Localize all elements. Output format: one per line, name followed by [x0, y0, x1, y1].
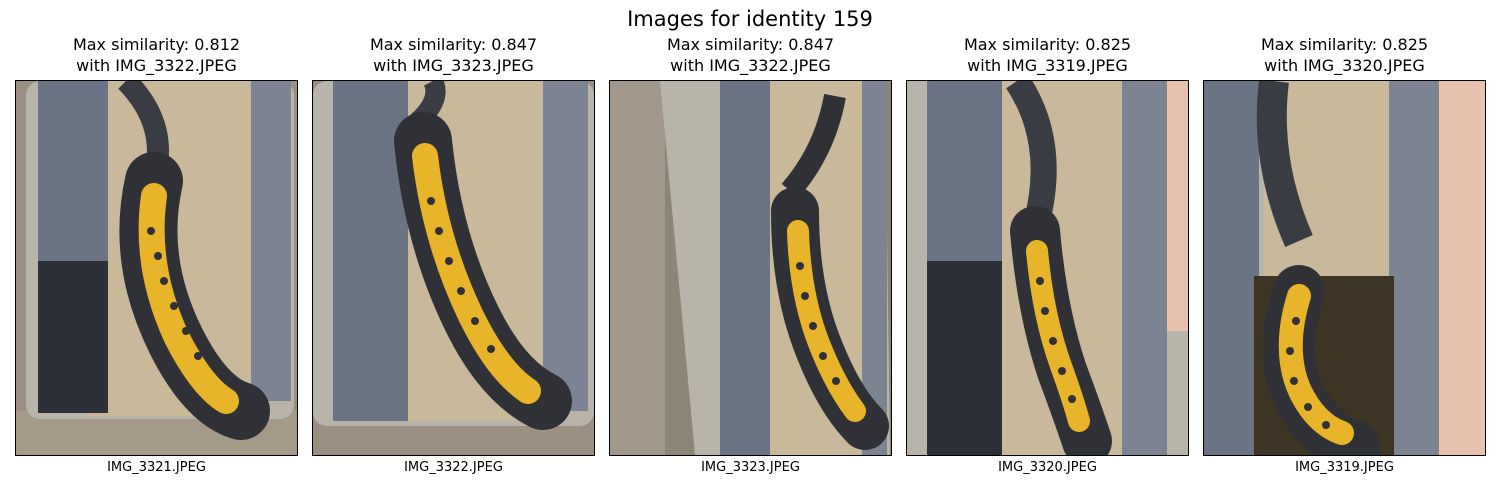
newt-photo — [312, 80, 595, 456]
similarity-line: Max similarity: 0.847 — [666, 35, 835, 54]
match-line: with IMG_3319.JPEG — [967, 56, 1128, 75]
image-panel-3: Max similarity: 0.847 with IMG_3322.JPEG… — [609, 34, 892, 476]
similarity-line: Max similarity: 0.812 — [72, 35, 241, 54]
image-filename: IMG_3319.JPEG — [1295, 460, 1394, 475]
image-panel-1: Max similarity: 0.812 with IMG_3322.JPEG… — [15, 34, 298, 476]
panel-title: Max similarity: 0.825 with IMG_3319.JPEG — [906, 34, 1189, 76]
image-filename: IMG_3321.JPEG — [107, 460, 206, 475]
newt-photo — [609, 80, 892, 456]
panel-title: Max similarity: 0.847 with IMG_3323.JPEG — [312, 34, 595, 76]
image-filename: IMG_3323.JPEG — [701, 460, 800, 475]
panel-title: Max similarity: 0.812 with IMG_3322.JPEG — [15, 34, 298, 76]
image-panel-4: Max similarity: 0.825 with IMG_3319.JPEG… — [906, 34, 1189, 476]
match-line: with IMG_3323.JPEG — [373, 56, 534, 75]
panel-title: Max similarity: 0.847 with IMG_3322.JPEG — [609, 34, 892, 76]
match-line: with IMG_3322.JPEG — [76, 56, 237, 75]
match-line: with IMG_3320.JPEG — [1264, 56, 1425, 75]
image-filename: IMG_3320.JPEG — [998, 460, 1097, 475]
newt-photo — [1203, 80, 1486, 456]
similarity-line: Max similarity: 0.825 — [963, 35, 1132, 54]
match-line: with IMG_3322.JPEG — [670, 56, 831, 75]
newt-photo — [15, 80, 298, 456]
panel-title: Max similarity: 0.825 with IMG_3320.JPEG — [1203, 34, 1486, 76]
figure-title: Images for identity 159 — [627, 7, 873, 31]
similarity-line: Max similarity: 0.825 — [1260, 35, 1429, 54]
image-panel-2: Max similarity: 0.847 with IMG_3323.JPEG… — [312, 34, 595, 476]
image-filename: IMG_3322.JPEG — [404, 460, 503, 475]
similarity-line: Max similarity: 0.847 — [369, 35, 538, 54]
image-panel-5: Max similarity: 0.825 with IMG_3320.JPEG… — [1203, 34, 1486, 476]
newt-photo — [906, 80, 1189, 456]
